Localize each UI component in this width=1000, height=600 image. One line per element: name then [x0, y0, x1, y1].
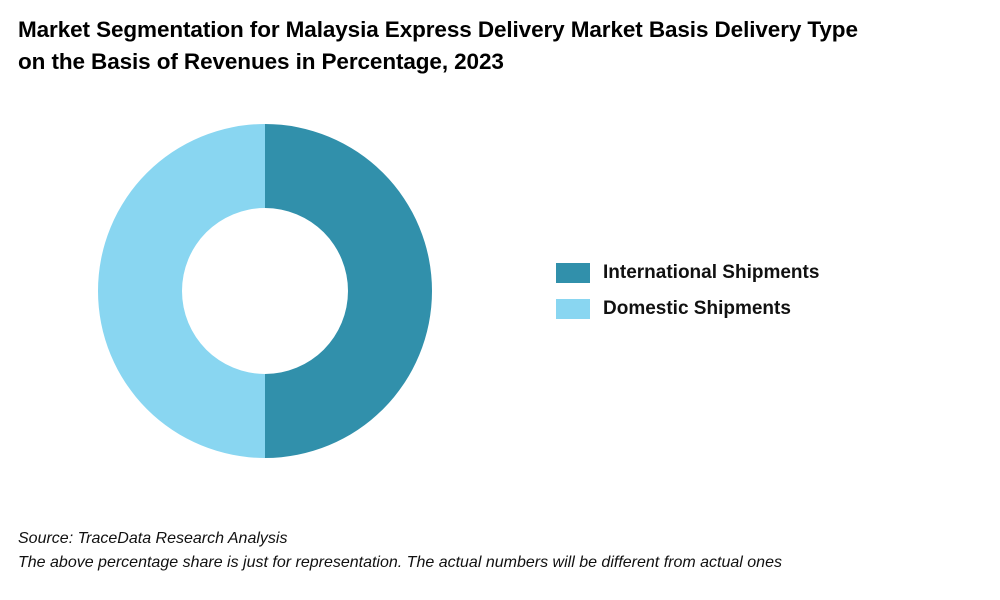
donut-chart	[98, 124, 432, 458]
legend-item-international-shipments: International Shipments	[556, 261, 819, 285]
source-note: Source: TraceData Research Analysis	[18, 530, 288, 547]
chart-title-line-1: Market Segmentation for Malaysia Express…	[18, 17, 858, 42]
chart-title-line-2: on the Basis of Revenues in Percentage, …	[18, 49, 504, 74]
legend-swatch-international-shipments	[556, 263, 590, 283]
legend-item-domestic-shipments: Domestic Shipments	[556, 297, 819, 321]
legend-swatch-domestic-shipments	[556, 299, 590, 319]
donut-slice-domestic-shipments	[98, 124, 265, 458]
chart-legend: International Shipments Domestic Shipmen…	[556, 261, 819, 333]
chart-title: Market Segmentation for Malaysia Express…	[18, 14, 978, 78]
legend-label-domestic-shipments: Domestic Shipments	[603, 298, 791, 319]
donut-slice-international-shipments	[265, 124, 432, 458]
chart-footer: Source: TraceData Research Analysis The …	[18, 527, 782, 575]
legend-label-international-shipments: International Shipments	[603, 262, 820, 283]
disclaimer-note: The above percentage share is just for r…	[18, 554, 782, 571]
